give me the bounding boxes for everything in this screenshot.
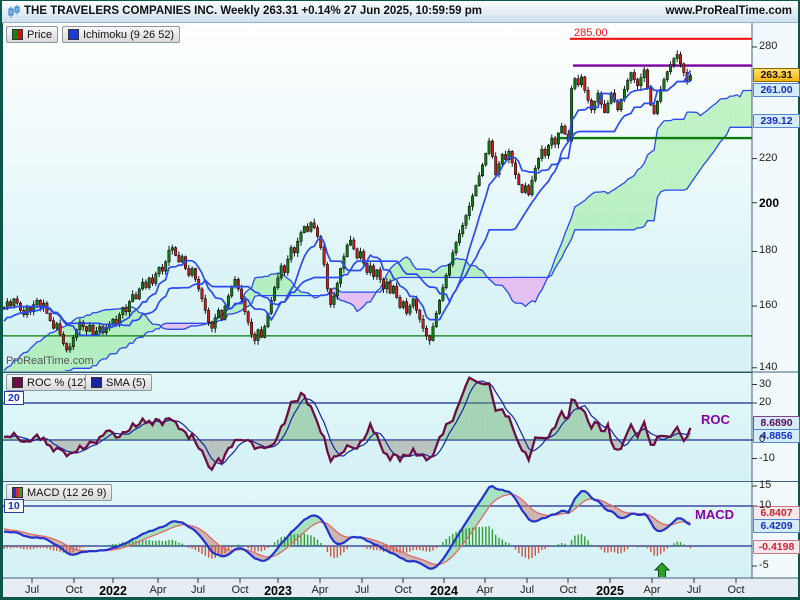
roc-tick-30: 30 [759,377,772,390]
macd-layer [3,484,752,577]
last-price-box: 263.31 [753,68,800,82]
legend-roc-button[interactable]: ROC % (12) [6,374,93,391]
time-tick-Jul: Jul [519,584,535,596]
time-tick-Jul: Jul [24,584,40,596]
roc-level-box[interactable]: 20 [4,391,24,405]
roc-layer [3,376,752,472]
time-tick-2022: 2022 [99,584,127,598]
time-tick-Oct: Oct [727,584,745,596]
legend-sma-button[interactable]: SMA (5) [85,374,152,391]
price-tick-140: 140 [759,360,778,373]
roc-value-box: 8.6890 [753,416,800,430]
time-tick-Apr: Apr [149,584,167,596]
main-chart-layer [3,37,752,371]
sma-line [3,380,691,465]
legend-price-button[interactable]: Price [6,26,59,43]
tenkan-value-box: 261.00 [753,83,800,97]
legend-macd-button[interactable]: MACD (12 26 9) [6,484,113,501]
price-tick-180: 180 [759,244,778,257]
time-tick-Oct: Oct [559,584,577,596]
time-tick-Oct: Oct [394,584,412,596]
sma-swatch-icon [91,377,102,388]
macd-hist-value-box: -0.4198 [753,540,800,554]
time-tick-Apr: Apr [311,584,329,596]
kijun-line [3,80,691,327]
legend-price-label: Price [27,28,53,41]
time-tick-2024: 2024 [430,584,458,598]
macd-line [3,484,691,570]
legend-sma-label: SMA (5) [106,376,146,389]
price-tick-220: 220 [759,151,778,164]
roc-panel-label: ROC [701,412,730,427]
legend-ichimoku-button[interactable]: Ichimoku (9 26 52) [62,26,181,43]
price-tick-280: 280 [759,40,778,52]
roc-tick-20: 20 [759,396,772,408]
time-tick-Jul: Jul [190,584,206,596]
buy-signal-arrow [653,562,671,577]
ichimoku-swatch-icon [68,29,79,40]
time-axis-background[interactable] [3,578,798,597]
prorealtime-watermark: ProRealTime.com [6,355,94,367]
legend-ichimoku-label: Ichimoku (9 26 52) [83,28,175,41]
time-tick-Oct: Oct [231,584,249,596]
candlestick-logo-icon [8,5,20,18]
time-tick-Apr: Apr [643,584,661,596]
macd-tick-15: 15 [759,479,772,491]
macd-value-box: 6.4209 [753,519,800,533]
roc-panel-background [3,373,752,481]
time-tick-Oct: Oct [65,584,83,596]
macd-tick--5: -5 [759,559,769,571]
resistance-price-label: 285.00 [574,27,608,39]
roc-tick-0: 0 [759,433,766,445]
title-bar: THE TRAVELERS COMPANIES INC. Weekly 263.… [2,1,798,23]
kijun-value-box: 239.12 [753,114,800,128]
macd-panel-background [3,482,752,578]
macd-signal-line [3,493,691,566]
legend-roc-label: ROC % (12) [27,376,87,389]
macd-level-box[interactable]: 10 [4,499,24,513]
legend-macd-label: MACD (12 26 9) [27,486,107,499]
time-tick-Apr: Apr [476,584,494,596]
time-tick-2023: 2023 [264,584,292,598]
roc-tick--10: -10 [759,451,775,464]
roc-line [3,376,692,472]
macd-swatch-icon [12,487,23,498]
macd-tick-10: 10 [759,499,772,511]
website-label: www.ProRealTime.com [665,5,792,17]
price-tick-160: 160 [759,298,778,311]
chart-title: THE TRAVELERS COMPANIES INC. Weekly 263.… [24,5,482,17]
time-tick-Jul: Jul [354,584,370,596]
price-tick-200: 200 [759,195,780,210]
roc-swatch-icon [12,377,23,388]
price-swatch-icon [12,29,23,40]
macd-signal-value-box: 6.8407 [753,506,800,520]
time-tick-Jul: Jul [686,584,702,596]
macd-panel-label: MACD [695,507,734,522]
time-tick-2025: 2025 [596,584,624,598]
